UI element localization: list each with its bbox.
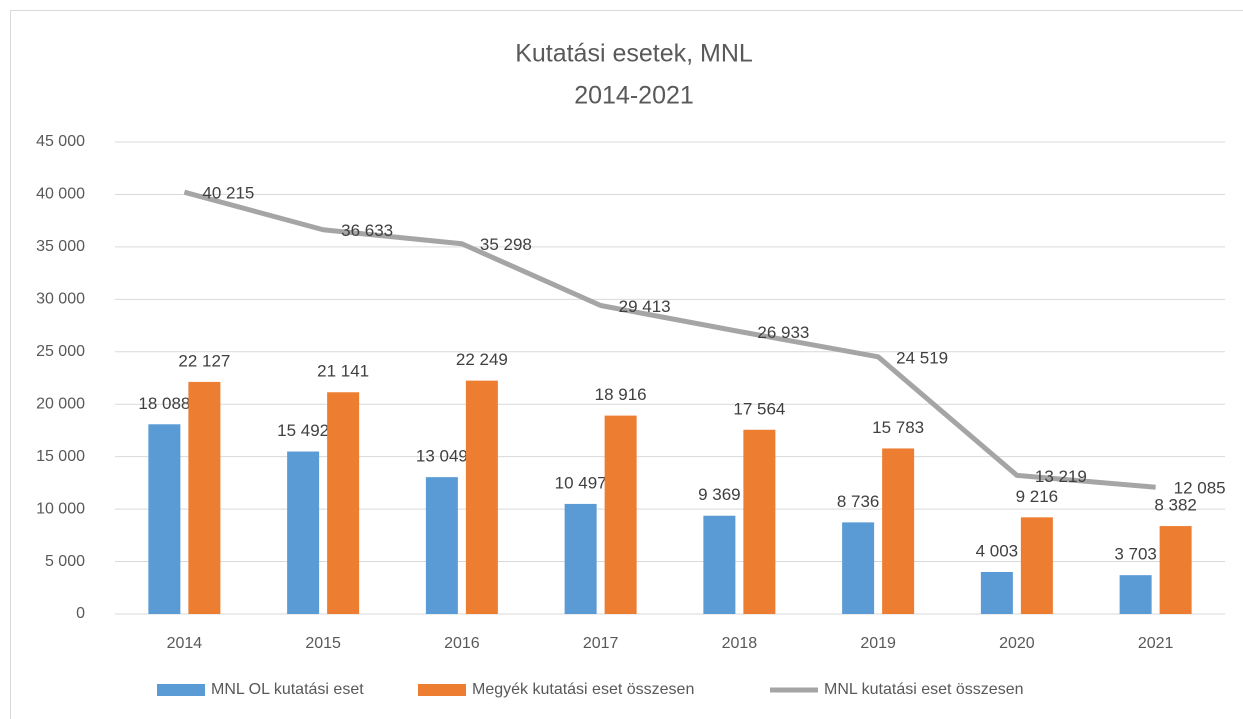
data-label: 13 219 [1035,467,1087,486]
data-label: 36 633 [341,221,393,240]
data-label: 22 249 [456,350,508,369]
bar [882,448,915,614]
data-label: 10 497 [555,473,607,492]
y-tick-label: 35 000 [36,238,85,255]
bar [842,522,875,614]
x-tick-label: 2016 [444,635,480,652]
y-tick-label: 10 000 [36,500,85,517]
bar [743,429,776,614]
chart-subtitle: 2014-2021 [574,82,694,110]
data-label: 22 127 [178,351,230,370]
bar [1020,517,1053,614]
x-tick-label: 2014 [167,635,203,652]
data-label: 13 049 [416,447,468,466]
y-tick-label: 25 000 [36,343,85,360]
bar [465,380,498,614]
data-label: 12 085 [1174,479,1226,498]
bar [1119,575,1152,614]
legend-swatch [157,684,205,696]
data-label: 29 413 [619,297,671,316]
data-label: 40 215 [202,184,254,203]
data-label: 24 519 [896,348,948,367]
y-tick-label: 30 000 [36,291,85,308]
data-label: 9 216 [1016,487,1059,506]
y-tick-label: 5 000 [45,553,85,570]
data-label: 8 382 [1154,496,1197,515]
bar [327,392,360,614]
data-label: 3 703 [1114,545,1157,564]
data-label: 26 933 [757,323,809,342]
legend-label: Megyék kutatási eset összesen [472,681,694,698]
data-label: 18 916 [595,385,647,404]
data-label: 8 736 [837,492,880,511]
bar [564,503,597,614]
data-label: 17 564 [733,399,785,418]
legend-label: MNL OL kutatási eset [211,681,364,698]
bar [980,572,1013,614]
bar [1159,526,1192,614]
data-label: 21 141 [317,362,369,381]
x-tick-label: 2017 [583,635,619,652]
y-tick-label: 0 [76,605,85,622]
bar [703,515,736,614]
y-tick-label: 20 000 [36,395,85,412]
data-label: 15 783 [872,418,924,437]
bar [148,424,181,614]
legend-label: MNL kutatási eset összesen [824,681,1024,698]
y-tick-label: 15 000 [36,448,85,465]
x-tick-label: 2015 [305,635,341,652]
y-tick-label: 45 000 [36,133,85,150]
bar [287,451,320,614]
y-tick-label: 40 000 [36,186,85,203]
x-tick-label: 2021 [1138,635,1174,652]
x-tick-label: 2020 [999,635,1035,652]
bar [188,381,221,614]
chart-title: Kutatási esetek, MNL [515,40,753,68]
bar [425,477,458,614]
legend-swatch [418,684,466,696]
data-label: 18 088 [138,394,190,413]
line [183,189,1156,490]
bar [604,415,637,614]
x-tick-label: 2018 [722,635,758,652]
data-label: 15 492 [277,421,329,440]
data-label: 9 369 [698,485,741,504]
x-tick-label: 2019 [860,635,896,652]
data-label: 35 298 [480,235,532,254]
data-label: 4 003 [976,541,1019,560]
